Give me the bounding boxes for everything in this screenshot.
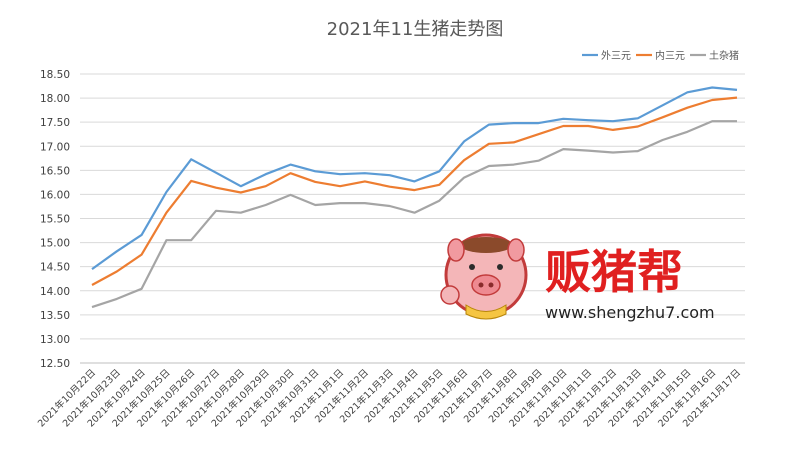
- series-line-2: [91, 96, 738, 286]
- y-tick-label: 16.50: [40, 165, 70, 177]
- legend-label: 土杂猪: [709, 49, 739, 62]
- y-tick-label: 17.00: [40, 141, 70, 153]
- y-tick-label: 15.00: [40, 238, 70, 250]
- legend-label: 内三元: [655, 49, 685, 62]
- legend-label: 外三元: [601, 50, 631, 62]
- y-tick-label: 14.00: [40, 286, 70, 298]
- y-tick-label: 13.50: [40, 310, 70, 322]
- y-tick-label: 18.00: [40, 93, 70, 105]
- series-line-3: [91, 120, 737, 309]
- y-tick-label: 18.50: [40, 69, 70, 81]
- y-tick-label: 12.50: [40, 358, 70, 370]
- legend: 外三元 内三元 土杂猪: [582, 49, 739, 62]
- legend-item-1: 外三元: [582, 50, 631, 62]
- series-line-1: [91, 86, 738, 270]
- watermark-url: www.shengzhu7.com: [545, 303, 715, 322]
- y-axis: 18.50 18.00 17.50 17.00 16.50 16.00 15.50 15.00…: [40, 69, 70, 370]
- series-lines: [91, 86, 738, 309]
- y-tick-label: 13.00: [40, 334, 70, 346]
- watermark-brand: 贩猪帮: [545, 245, 683, 299]
- x-axis: 2021年10月22日2021年10月23日2021年10月24日2021年10…: [35, 367, 743, 430]
- watermark: 贩猪帮 www.shengzhu7.com: [440, 233, 715, 322]
- y-tick-label: 16.00: [40, 189, 70, 201]
- chart-title: 2021年11生猪走势图: [327, 19, 504, 40]
- pig-face-logo-icon: [440, 233, 528, 320]
- legend-item-3: 土杂猪: [690, 49, 739, 62]
- y-tick-label: 17.50: [40, 117, 70, 129]
- y-tick-label: 15.50: [40, 214, 70, 226]
- y-tick-label: 14.50: [40, 262, 70, 274]
- legend-item-2: 内三元: [636, 49, 685, 62]
- grid: [80, 73, 745, 364]
